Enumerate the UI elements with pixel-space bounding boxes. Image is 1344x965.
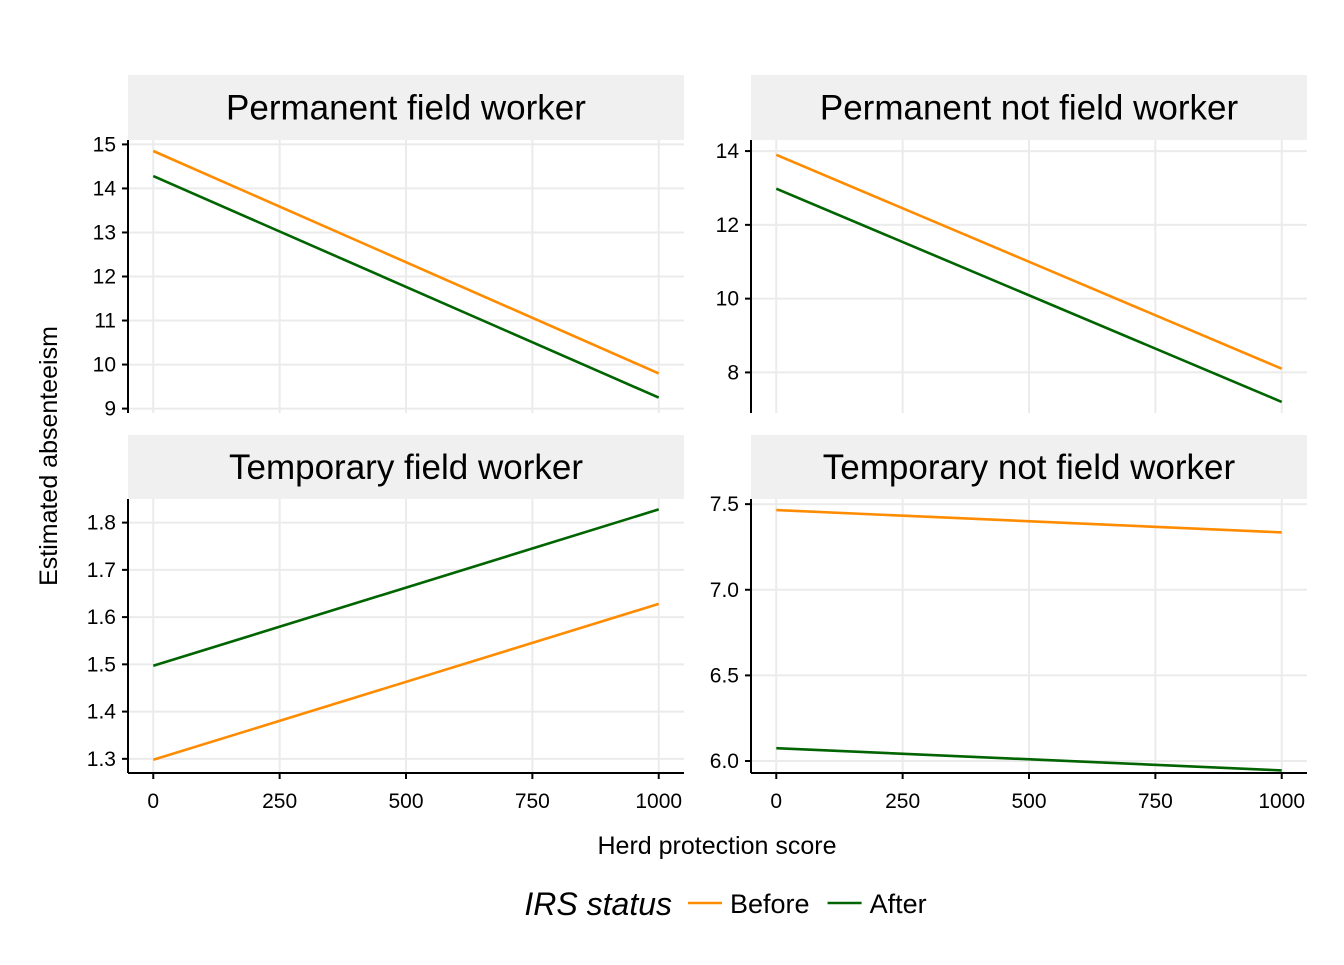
y-tick-label: 12 <box>93 266 116 289</box>
y-tick-label: 1.5 <box>87 653 116 676</box>
series-line-after <box>775 187 1283 404</box>
facet-title: Temporary not field worker <box>823 448 1236 487</box>
panel-temporary-not-field-worker: Temporary not field worker 6.0 6.5 7.0 7.5 0 2… <box>710 435 1307 813</box>
y-axis-title: Estimated absenteeism <box>35 326 63 586</box>
y-tick-label: 1.4 <box>87 701 117 724</box>
x-axis-title: Herd protection score <box>597 832 836 860</box>
facet-panels: Permanent field worker9101112131415Perma… <box>87 75 1307 813</box>
y-tick-label: 12 <box>716 214 739 237</box>
facet-title: Permanent not field worker <box>820 89 1239 128</box>
y-tick-label: 1.7 <box>87 559 116 582</box>
y-tick-label: 7.0 <box>710 579 739 602</box>
facet-title: Temporary field worker <box>229 448 583 487</box>
series-line-before <box>776 508 1282 534</box>
facet-strip <box>128 435 684 499</box>
y-tick-label: 11 <box>94 310 116 333</box>
x-tick-label: 1000 <box>1258 790 1305 813</box>
y-tick-label: 7.5 <box>710 493 739 516</box>
legend-label-before: Before <box>730 889 810 919</box>
y-tick-label: 14 <box>716 140 740 163</box>
y-tick-label: 1.6 <box>87 606 116 629</box>
series-line-before <box>152 149 660 375</box>
y-tick-label: 13 <box>93 221 116 244</box>
x-tick-label: 750 <box>515 790 550 813</box>
legend-entries: Before After <box>688 889 927 919</box>
y-tick-label: 6.5 <box>710 664 739 687</box>
legend-title: IRS status <box>524 886 672 922</box>
legend-entry-before: Before <box>688 889 810 919</box>
y-tick-label: 15 <box>93 133 116 156</box>
x-tick-label: 750 <box>1138 790 1173 813</box>
x-tick-label: 250 <box>885 790 920 813</box>
legend: IRS status Before After <box>524 886 926 922</box>
facet-strip <box>751 435 1307 499</box>
facet-strip <box>751 75 1307 140</box>
x-tick-label: 0 <box>147 790 159 813</box>
panel-temporary-field-worker: Temporary field worker 1.3 1.4 1.5 1.6 1.7 1.8… <box>87 435 684 813</box>
x-tick-label: 250 <box>262 790 297 813</box>
series-line-after <box>152 508 660 668</box>
panel-permanent-not-field-worker: Permanent not field worker 8 10 12 14 <box>716 75 1307 413</box>
y-tick-label: 9 <box>104 398 116 421</box>
x-tick-label: 500 <box>388 790 423 813</box>
series-line-after <box>152 174 660 399</box>
y-tick-label: 14 <box>93 177 117 200</box>
x-tick-label: 500 <box>1011 790 1046 813</box>
y-tick-label: 8 <box>727 361 739 384</box>
y-tick-label: 1.8 <box>87 512 116 535</box>
series-line-after <box>776 746 1282 772</box>
y-tick-label: 6.0 <box>710 750 739 773</box>
y-tick-label: 1.3 <box>87 748 116 771</box>
legend-label-after: After <box>870 889 927 919</box>
series-line-before <box>775 153 1283 370</box>
facet-title: Permanent field worker <box>226 89 586 128</box>
panel-permanent-field-worker: Permanent field worker 9 10 11 12 13 14 15 <box>93 75 684 421</box>
x-tick-label: 1000 <box>635 790 682 813</box>
x-tick-label: 0 <box>770 790 782 813</box>
series-line-before <box>152 602 660 762</box>
y-tick-label: 10 <box>716 288 739 311</box>
facet-strip <box>128 75 684 140</box>
y-tick-label: 10 <box>93 354 116 377</box>
legend-entry-after: After <box>827 889 927 919</box>
